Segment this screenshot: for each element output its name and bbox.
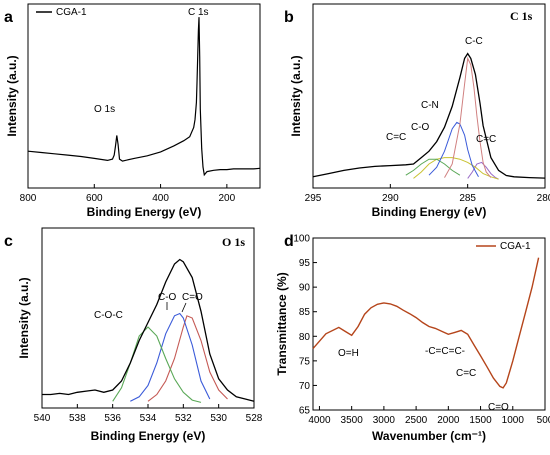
panel-c-annotation-coc: C-O-C [94,310,123,321]
panel-b-frame [312,3,546,189]
panel-c-series-0 [42,258,255,402]
y-tick-label: 70 [299,381,311,392]
panel-a-letter: a [4,9,13,26]
x-tick-label: 285 [459,193,476,204]
y-tick-label: 95 [299,258,311,269]
panel-b-ylabel: Intensity (a.u.) [289,55,303,136]
panel-c-annotation-c-double-o: C=O [182,292,203,303]
panel-d-xlabel: Wavenumber (cm⁻¹) [372,429,486,443]
panel-c-letter: c [4,233,13,250]
panel-b-series-4 [413,157,499,180]
panel-a-xlabel: Binding Energy (eV) [87,205,202,219]
panel-b-xlabel: Binding Energy (eV) [372,205,487,219]
x-tick-label: 290 [382,193,399,204]
x-tick-label: 295 [305,193,322,204]
x-tick-label: 528 [246,413,263,424]
panel-b-annotation-cc-double-left: C=C [386,132,406,143]
panel-b-series-0 [312,52,546,179]
x-tick-label: 536 [104,413,121,424]
panel-a-x-ticks: 800 600 400 200 [20,184,236,204]
y-tick-label: 90 [299,283,311,294]
panel-d-annotation-ccc: -C=C=C- [425,346,465,357]
panel-b-annotation-cn: C-N [421,100,439,111]
panel-d: d 4000 3500 3000 2500 2000 1500 1000 500 65 70 75 8… [275,233,550,443]
x-tick-label: 280 [537,193,550,204]
panel-c-x-ticks: 540 538 536 534 532 530 528 [34,404,263,424]
x-tick-label: 532 [175,413,192,424]
panel-a: a 800 600 400 200 Binding Energy (eV) Inten… [4,3,261,219]
panel-c-title: O 1s [222,235,245,249]
panel-b-annotation-cc: C-C [465,36,483,47]
x-tick-label: 600 [86,193,103,204]
panel-b-series-2 [428,121,479,178]
y-tick-label: 80 [299,332,311,343]
x-tick-label: 530 [210,413,227,424]
panel-b-series-group [312,52,546,180]
panel-d-legend-label: CGA-1 [500,241,531,252]
x-tick-label: 540 [34,413,51,424]
y-tick-label: 100 [293,234,310,245]
x-tick-label: 500 [537,415,550,426]
panel-c-frame [41,227,255,409]
panel-b-series-3 [405,158,461,176]
panel-d-ylabel: Transmittance (%) [275,272,289,375]
panel-a-annotation-o1s: O 1s [94,104,115,115]
x-tick-label: 2000 [437,415,460,426]
panel-d-annotation-oh: O=H [338,348,359,359]
panel-b-title: C 1s [510,9,533,23]
panel-a-legend-label: CGA-1 [56,7,87,18]
panel-b-annotation-cc-double-right: C=C [476,134,496,145]
panel-c-xlabel: Binding Energy (eV) [91,429,206,443]
x-tick-label: 400 [152,193,169,204]
panel-d-frame [312,237,546,411]
panel-c-ylabel: Intensity (a.u.) [17,277,31,358]
panel-d-annotation-cc: C=C [456,368,476,379]
x-tick-label: 1500 [469,415,492,426]
y-tick-label: 65 [299,406,311,417]
panel-d-letter: d [284,233,294,250]
panel-d-ticks: 4000 3500 3000 2500 2000 1500 1000 500 65 70 75 80 8… [293,234,550,427]
panel-c-series-1 [112,326,202,403]
panel-d-series-cga-1 [312,257,540,389]
panel-a-ylabel: Intensity (a.u.) [5,55,19,136]
panel-c-annotation-co: C-O [158,292,177,303]
panel-c-annotation-c-double-o-pointer [181,302,187,313]
panel-c-series-group [42,258,255,403]
panel-a-series-cga-1 [27,17,261,177]
panel-c: c 540 538 536 534 532 530 528 Binding Energy (… [4,227,263,443]
x-tick-label: 3500 [341,415,364,426]
panel-a-annotation-c1s: C 1s [188,7,209,18]
x-tick-label: 800 [20,193,37,204]
x-tick-label: 534 [140,413,157,424]
x-tick-label: 200 [219,193,236,204]
panel-d-annotation-co: C=O [488,402,509,413]
x-tick-label: 538 [69,413,86,424]
panel-b-annotation-co: C-O [411,122,430,133]
panel-a-frame [27,3,261,189]
panel-c-series-3 [147,315,228,402]
y-tick-label: 75 [299,356,311,367]
panel-b-letter: b [284,9,294,26]
panel-b-series-1 [444,56,492,178]
x-tick-label: 2500 [405,415,428,426]
panel-b: b 295 290 285 280 Binding Energy (eV) Inten… [284,3,550,219]
x-tick-label: 3000 [373,415,396,426]
panel-c-series-2 [130,312,211,402]
y-tick-label: 85 [299,307,311,318]
x-tick-label: 4000 [308,415,331,426]
x-tick-label: 1000 [502,415,525,426]
panel-b-x-ticks: 295 290 285 280 [305,184,550,204]
